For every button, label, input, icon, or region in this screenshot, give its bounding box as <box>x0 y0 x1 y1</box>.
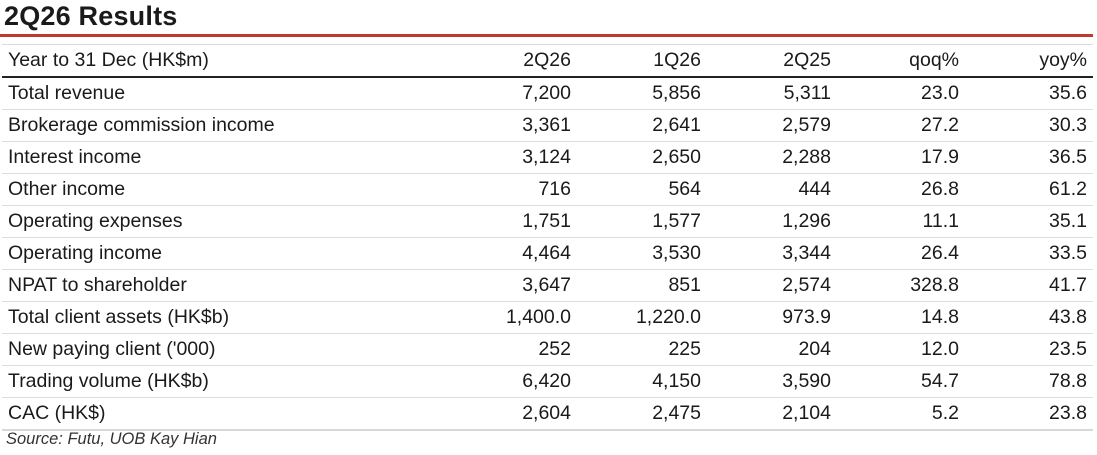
table-cell: 1,296 <box>707 205 837 238</box>
table-cell: 54.7 <box>837 365 965 398</box>
table-cell: 2,104 <box>707 397 837 431</box>
table-cell: 1,400.0 <box>452 301 577 334</box>
table-cell: 2,574 <box>707 269 837 302</box>
table-cell: 11.1 <box>837 205 965 238</box>
table-cell: 4,150 <box>577 365 707 398</box>
table-cell: 1,220.0 <box>577 301 707 334</box>
table-cell: 6,420 <box>452 365 577 398</box>
table-row: Operating income 4,464 3,530 3,344 26.4 33.5 <box>2 237 1093 270</box>
row-label: Operating expenses <box>2 205 452 238</box>
table-row: CAC (HK$) 2,604 2,475 2,104 5.2 23.8 <box>2 397 1093 431</box>
table-cell: 716 <box>452 173 577 206</box>
table-cell: 35.6 <box>965 77 1093 110</box>
table-cell: 2,579 <box>707 109 837 142</box>
table-header-row: Year to 31 Dec (HK$m) 2Q26 1Q26 2Q25 qoq… <box>2 44 1093 78</box>
table-cell: 27.2 <box>837 109 965 142</box>
row-label: NPAT to shareholder <box>2 269 452 302</box>
table-row: Brokerage commission income 3,361 2,641 2,5… <box>2 109 1093 142</box>
table-cell: 5,311 <box>707 77 837 110</box>
row-label: Total revenue <box>2 77 452 110</box>
table-cell: 4,464 <box>452 237 577 270</box>
table-cell: 2,604 <box>452 397 577 431</box>
table-cell: 3,647 <box>452 269 577 302</box>
table-cell: 23.0 <box>837 77 965 110</box>
table-cell: 23.5 <box>965 333 1093 366</box>
table-cell: 2,650 <box>577 141 707 174</box>
row-label: Operating income <box>2 237 452 270</box>
table-cell: 1,751 <box>452 205 577 238</box>
row-label: CAC (HK$) <box>2 397 452 431</box>
table-cell: 5,856 <box>577 77 707 110</box>
table-cell: 204 <box>707 333 837 366</box>
table-cell: 3,361 <box>452 109 577 142</box>
column-header: 1Q26 <box>577 44 707 78</box>
table-cell: 30.3 <box>965 109 1093 142</box>
row-label: New paying client ('000) <box>2 333 452 366</box>
title-divider <box>0 34 1093 37</box>
table-body: Total revenue 7,200 5,856 5,311 23.0 35.6 Brok… <box>2 77 1093 431</box>
table-cell: 2,641 <box>577 109 707 142</box>
table-cell: 225 <box>577 333 707 366</box>
table-row: NPAT to shareholder 3,647 851 2,574 328.8 41.… <box>2 269 1093 302</box>
table-cell: 7,200 <box>452 77 577 110</box>
table-cell: 444 <box>707 173 837 206</box>
table-cell: 3,344 <box>707 237 837 270</box>
table-row: Operating expenses 1,751 1,577 1,296 11.1 35.… <box>2 205 1093 238</box>
table-cell: 14.8 <box>837 301 965 334</box>
table-row: Other income 716 564 444 26.8 61.2 <box>2 173 1093 206</box>
row-label: Trading volume (HK$b) <box>2 365 452 398</box>
table-cell: 252 <box>452 333 577 366</box>
table-cell: 36.5 <box>965 141 1093 174</box>
row-label: Other income <box>2 173 452 206</box>
results-table: Year to 31 Dec (HK$m) 2Q26 1Q26 2Q25 qoq… <box>2 44 1093 431</box>
table-cell: 5.2 <box>837 397 965 431</box>
table-cell: 17.9 <box>837 141 965 174</box>
table-cell: 33.5 <box>965 237 1093 270</box>
table-cell: 41.7 <box>965 269 1093 302</box>
table-row: New paying client ('000) 252 225 204 12.0 23.… <box>2 333 1093 366</box>
table-row: Total client assets (HK$b) 1,400.0 1,220.0… <box>2 301 1093 334</box>
column-header: yoy% <box>965 44 1093 78</box>
row-label: Total client assets (HK$b) <box>2 301 452 334</box>
table-cell: 43.8 <box>965 301 1093 334</box>
column-header: Year to 31 Dec (HK$m) <box>2 44 452 78</box>
table-cell: 3,124 <box>452 141 577 174</box>
row-label: Brokerage commission income <box>2 109 452 142</box>
table-cell: 2,475 <box>577 397 707 431</box>
row-label: Interest income <box>2 141 452 174</box>
table-cell: 564 <box>577 173 707 206</box>
table-row: Total revenue 7,200 5,856 5,311 23.0 35.6 <box>2 77 1093 110</box>
column-header: 2Q26 <box>452 44 577 78</box>
table-cell: 328.8 <box>837 269 965 302</box>
table-row: Interest income 3,124 2,650 2,288 17.9 36.5 <box>2 141 1093 174</box>
column-header: qoq% <box>837 44 965 78</box>
table-cell: 973.9 <box>707 301 837 334</box>
source-note: Source: Futu, UOB Kay Hian <box>6 430 217 448</box>
table-cell: 851 <box>577 269 707 302</box>
table-row: Trading volume (HK$b) 6,420 4,150 3,590 54.7… <box>2 365 1093 398</box>
column-header: 2Q25 <box>707 44 837 78</box>
table-cell: 12.0 <box>837 333 965 366</box>
table-cell: 61.2 <box>965 173 1093 206</box>
table-cell: 78.8 <box>965 365 1093 398</box>
table-cell: 23.8 <box>965 397 1093 431</box>
table-cell: 3,530 <box>577 237 707 270</box>
table-cell: 1,577 <box>577 205 707 238</box>
table-cell: 3,590 <box>707 365 837 398</box>
page-title: 2Q26 Results <box>4 1 178 31</box>
table-cell: 2,288 <box>707 141 837 174</box>
table-cell: 26.8 <box>837 173 965 206</box>
table-cell: 35.1 <box>965 205 1093 238</box>
table-cell: 26.4 <box>837 237 965 270</box>
